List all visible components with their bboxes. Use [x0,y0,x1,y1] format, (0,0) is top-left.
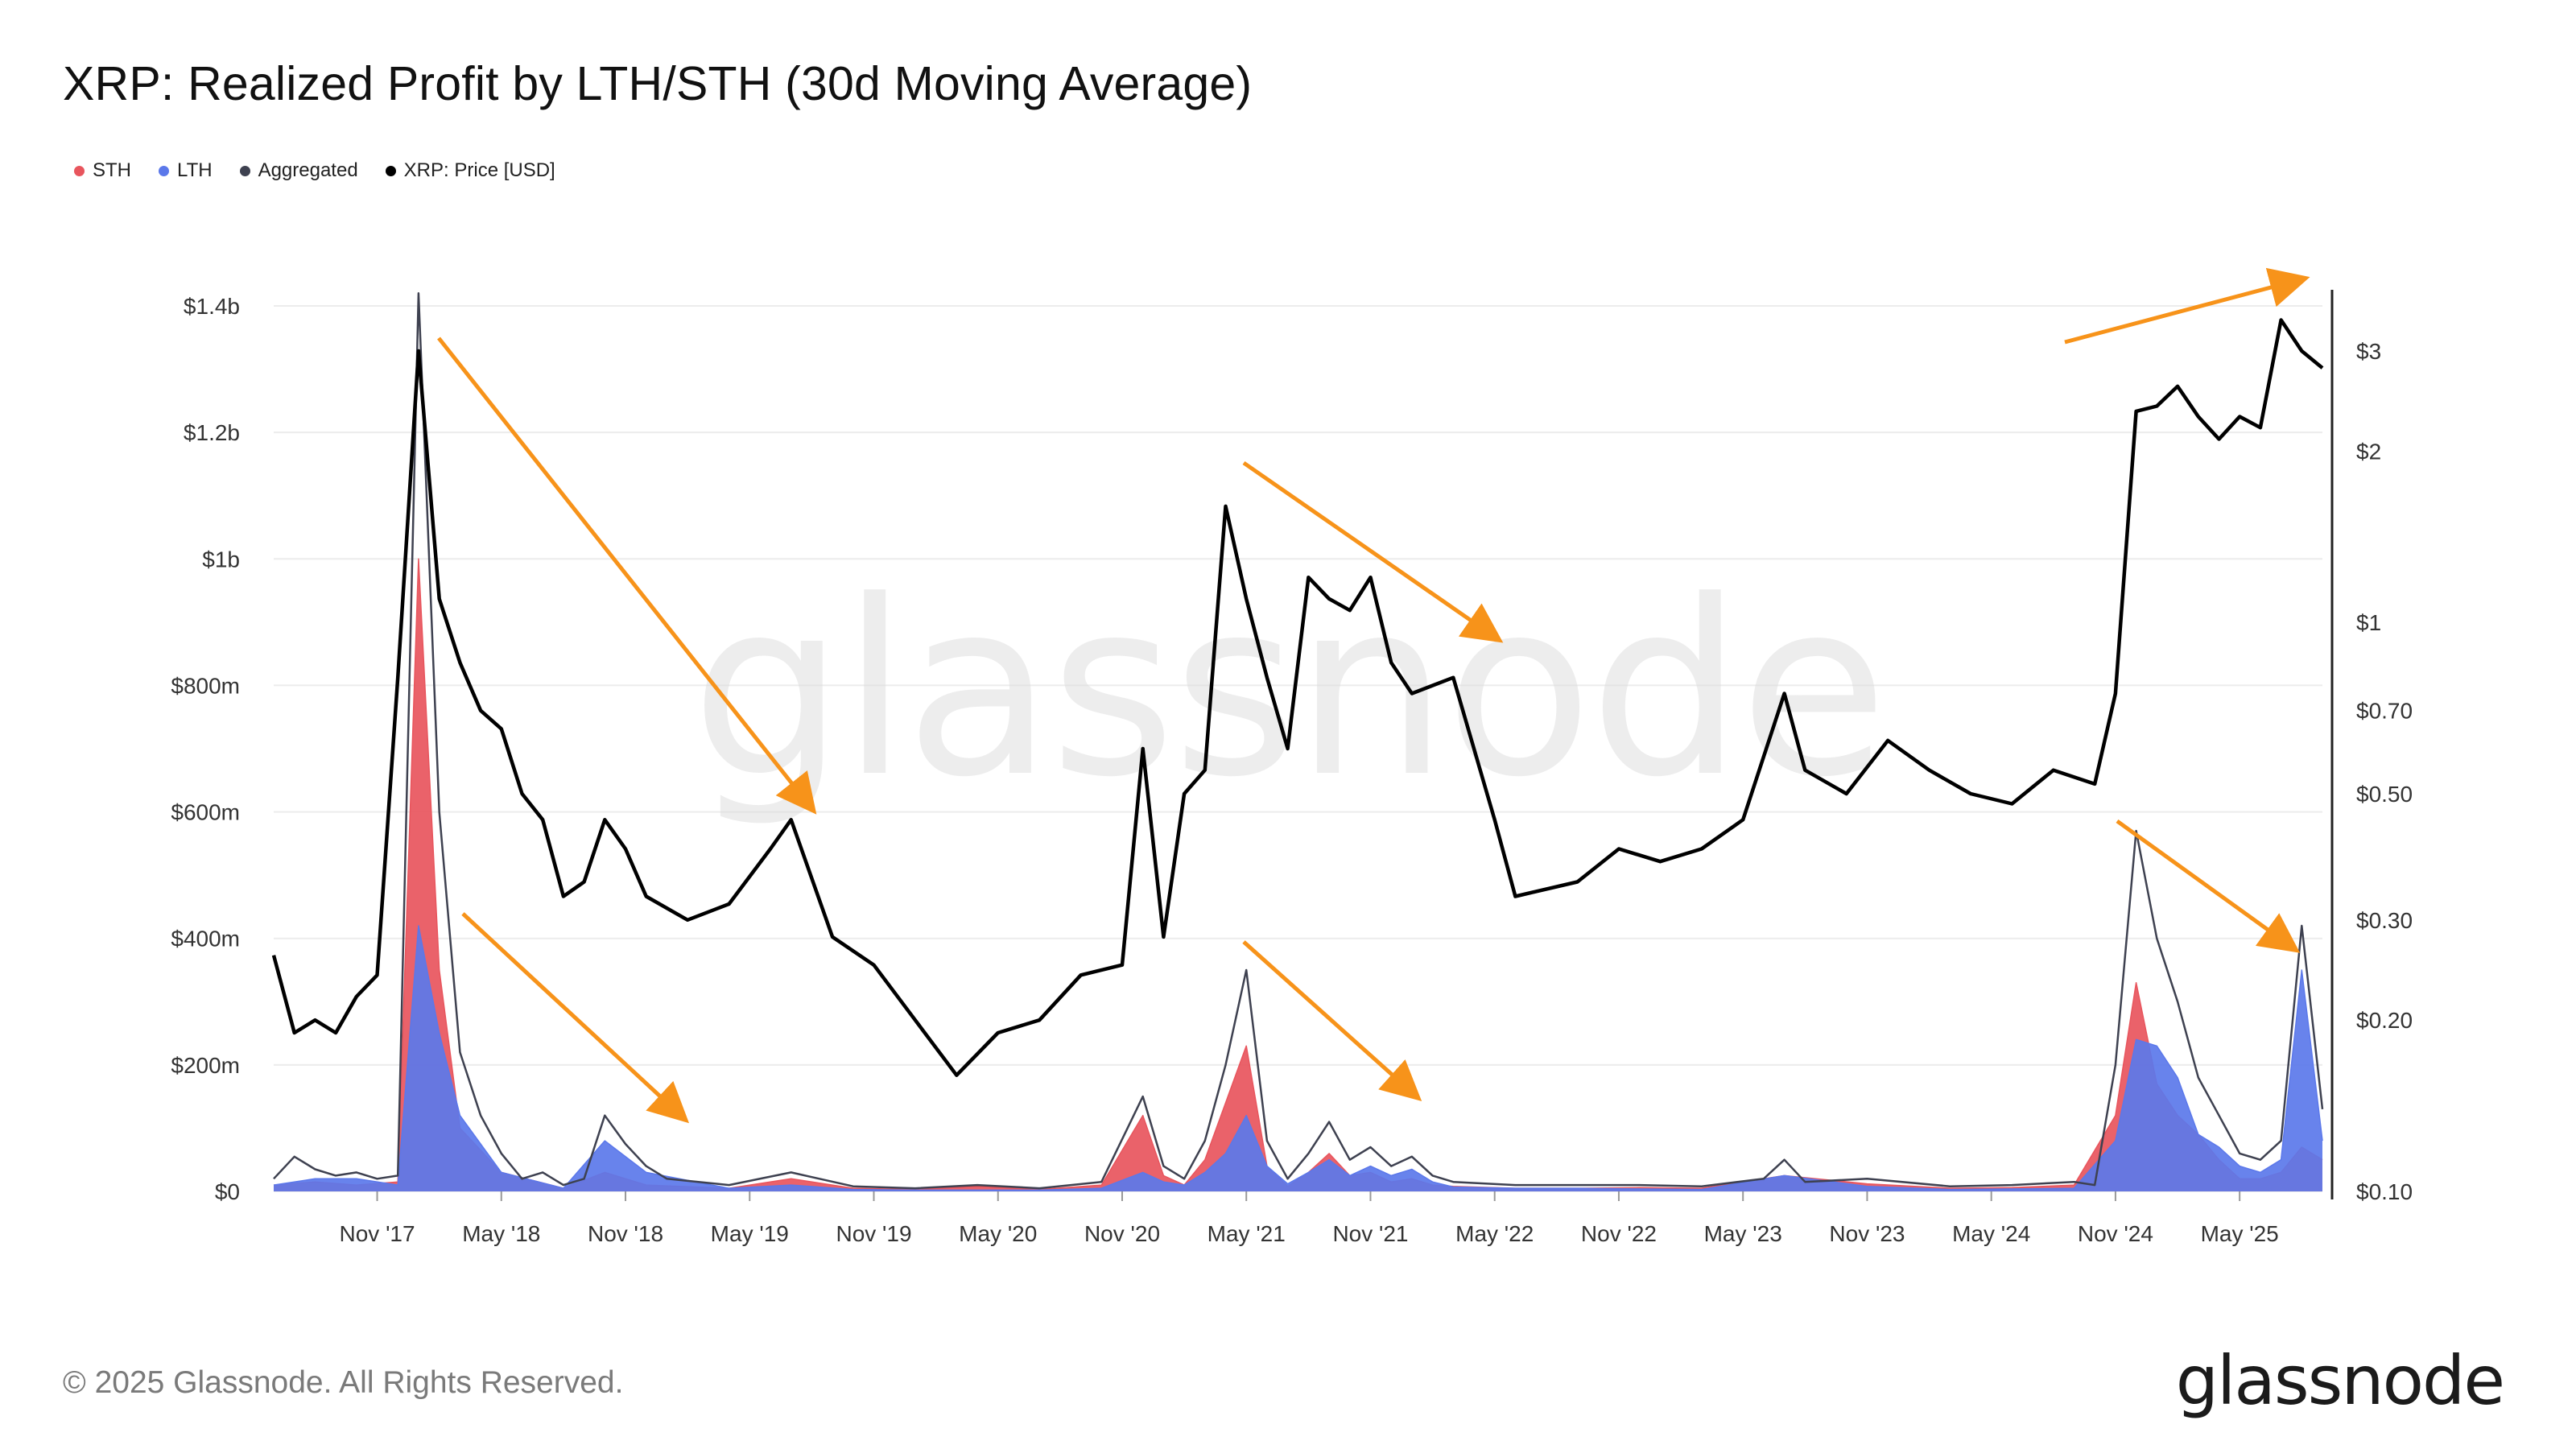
trend-arrow-5 [2116,819,2301,953]
right-tick-label: $0.20 [2356,1008,2413,1033]
legend-item-sth[interactable]: STH [74,159,131,182]
x-tick-label: May '19 [711,1221,789,1246]
series-line-price [271,318,2324,1077]
legend-item-lth[interactable]: LTH [159,159,213,182]
legend-dot-sth [74,165,85,176]
legend-dot-lth [159,165,169,176]
left-tick-label: $1.4b [184,294,240,319]
left-tick-label: $1.2b [184,420,240,445]
copyright-text: © 2025 Glassnode. All Rights Reserved. [63,1365,624,1400]
right-tick-label: $0.10 [2356,1179,2413,1204]
left-tick-label: $200m [171,1053,240,1078]
legend-item-aggregated[interactable]: Aggregated [239,159,358,182]
x-tick-label: May '21 [1208,1221,1286,1246]
right-tick-label: $0.30 [2356,908,2413,933]
left-tick-label: $0 [215,1179,240,1204]
legend-dot-aggregated [239,165,250,176]
x-tick-label: Nov '24 [2078,1221,2153,1246]
trend-arrow-1 [461,912,690,1124]
x-tick-label: Nov '17 [340,1221,415,1246]
right-tick-label: $1 [2356,610,2381,635]
x-tick-label: May '25 [2201,1221,2279,1246]
legend: STH LTH Aggregated XRP: Price [USD] [74,159,555,182]
legend-label-aggregated: Aggregated [258,159,358,181]
x-tick-label: Nov '22 [1581,1221,1657,1246]
x-tick-label: May '24 [1952,1221,2030,1246]
x-tick-label: May '20 [959,1221,1037,1246]
legend-label-lth: LTH [177,159,213,181]
trend-arrow-4 [2064,267,2310,345]
x-tick-label: Nov '19 [836,1221,911,1246]
right-tick-label: $2 [2356,439,2381,464]
trend-arrow-2 [1242,460,1504,643]
left-tick-label: $1b [202,547,240,572]
price-series [271,318,2324,1077]
x-tick-label: Nov '20 [1084,1221,1160,1246]
right-tick-label: $0.50 [2356,782,2413,807]
series-area-lth [274,926,2322,1191]
trend-arrow-3 [1242,940,1422,1102]
right-tick-label: $3 [2356,339,2381,364]
x-tick-label: May '22 [1455,1221,1534,1246]
area-series [273,292,2324,1191]
series-line-lth [273,925,2323,1191]
trend-arrow-0 [437,336,817,815]
x-tick-label: May '18 [462,1221,540,1246]
right-tick-label: $0.70 [2356,699,2413,724]
legend-dot-price [385,165,396,176]
legend-item-price[interactable]: XRP: Price [USD] [385,159,555,182]
left-tick-label: $600m [171,800,240,825]
x-tick-label: May '23 [1704,1221,1782,1246]
x-tick-label: Nov '18 [588,1221,663,1246]
axes: $0 $200m $400m $600m $800m $1b $1.2b $1.4b $0.10… [171,290,2413,1246]
x-tick-label: Nov '21 [1332,1221,1408,1246]
trend-arrows [437,267,2310,1124]
left-tick-label: $800m [171,673,240,698]
watermark-text: glassnode [691,549,1885,830]
legend-label-sth: STH [93,159,131,181]
legend-label-price: XRP: Price [USD] [403,159,555,181]
left-tick-label: $400m [171,927,240,952]
series-line-aggregated [273,292,2324,1190]
chart-title: XRP: Realized Profit by LTH/STH (30d Mov… [63,57,1253,110]
brand-logo: glassnode [2175,1341,2505,1420]
x-tick-label: Nov '23 [1829,1221,1905,1246]
